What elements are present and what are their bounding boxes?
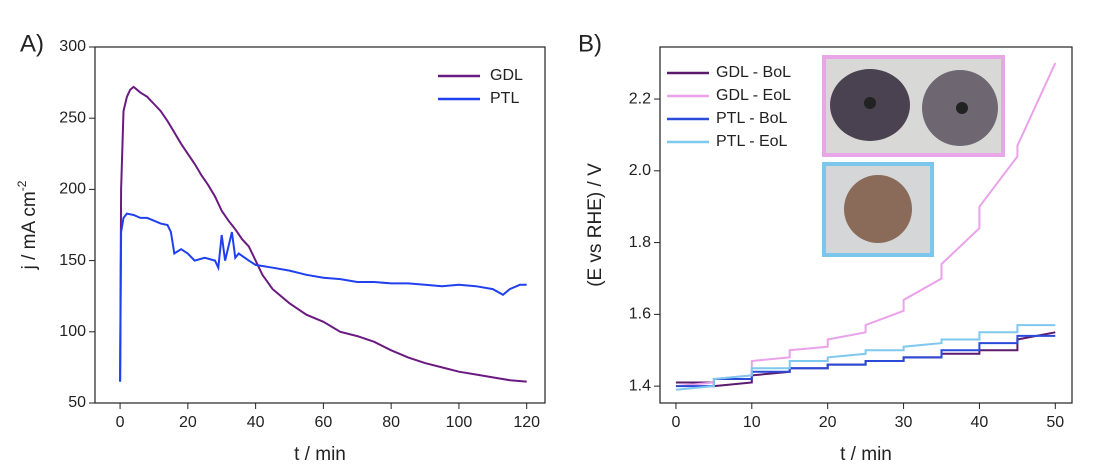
legend-label: GDL bbox=[490, 67, 523, 84]
y-axis-title-main: j / mA cm bbox=[19, 191, 40, 270]
series-line bbox=[675, 324, 1056, 391]
x-tick-label: 20 bbox=[179, 414, 197, 431]
x-tick-label: 0 bbox=[116, 414, 125, 431]
legend-label: PTL - BoL bbox=[716, 110, 788, 127]
x-tick-label: 120 bbox=[513, 414, 540, 431]
x-tick-label: 40 bbox=[247, 414, 265, 431]
photos bbox=[822, 55, 1005, 257]
y-axis-title-sup: -2 bbox=[15, 180, 29, 191]
legend-label: GDL - EoL bbox=[716, 87, 791, 104]
y-tick-label: 50 bbox=[68, 394, 86, 411]
panel-letter: B) bbox=[578, 30, 602, 57]
y-tick-label: 2.2 bbox=[629, 90, 651, 107]
x-axis-title: t / min bbox=[840, 444, 892, 465]
y-tick-label: 1.6 bbox=[629, 306, 651, 323]
gdl-hole bbox=[864, 97, 876, 109]
legend-label: GDL - BoL bbox=[716, 64, 791, 81]
ptl-disk bbox=[844, 175, 912, 243]
plot-frame bbox=[94, 46, 546, 404]
x-tick-label: 10 bbox=[743, 414, 761, 431]
y-tick-label: 250 bbox=[59, 109, 86, 126]
x-tick-label: 20 bbox=[819, 414, 837, 431]
y-tick-label: 100 bbox=[59, 323, 86, 340]
y-axis-title: j / mA cm-2 bbox=[15, 180, 40, 270]
x-tick-label: 30 bbox=[895, 414, 913, 431]
legend-label: PTL - EoL bbox=[716, 133, 788, 150]
y-tick-label: 300 bbox=[59, 38, 86, 55]
y-tick-label: 1.4 bbox=[629, 377, 651, 394]
x-tick-label: 60 bbox=[314, 414, 332, 431]
plot-frame bbox=[659, 46, 1073, 404]
y-tick-label: 200 bbox=[59, 181, 86, 198]
x-tick-label: 80 bbox=[382, 414, 400, 431]
series-line bbox=[119, 85, 527, 383]
x-tick-label: 50 bbox=[1046, 414, 1064, 431]
y-tick-label: 2.0 bbox=[629, 162, 651, 179]
legend-label: PTL bbox=[490, 90, 519, 107]
series-line bbox=[119, 212, 527, 382]
y-axis-title-main: (E vs RHE) / V bbox=[585, 163, 606, 287]
y-tick-label: 1.8 bbox=[629, 234, 651, 251]
y-tick-label: 150 bbox=[59, 252, 86, 269]
x-axis-title: t / min bbox=[294, 444, 346, 465]
panel-letter: A) bbox=[20, 30, 44, 57]
x-tick-label: 40 bbox=[971, 414, 989, 431]
gdl-hole bbox=[956, 102, 968, 114]
x-tick-label: 100 bbox=[446, 414, 473, 431]
series-line bbox=[675, 334, 1056, 388]
x-tick-label: 0 bbox=[671, 414, 680, 431]
y-axis-title: (E vs RHE) / V bbox=[585, 163, 606, 287]
